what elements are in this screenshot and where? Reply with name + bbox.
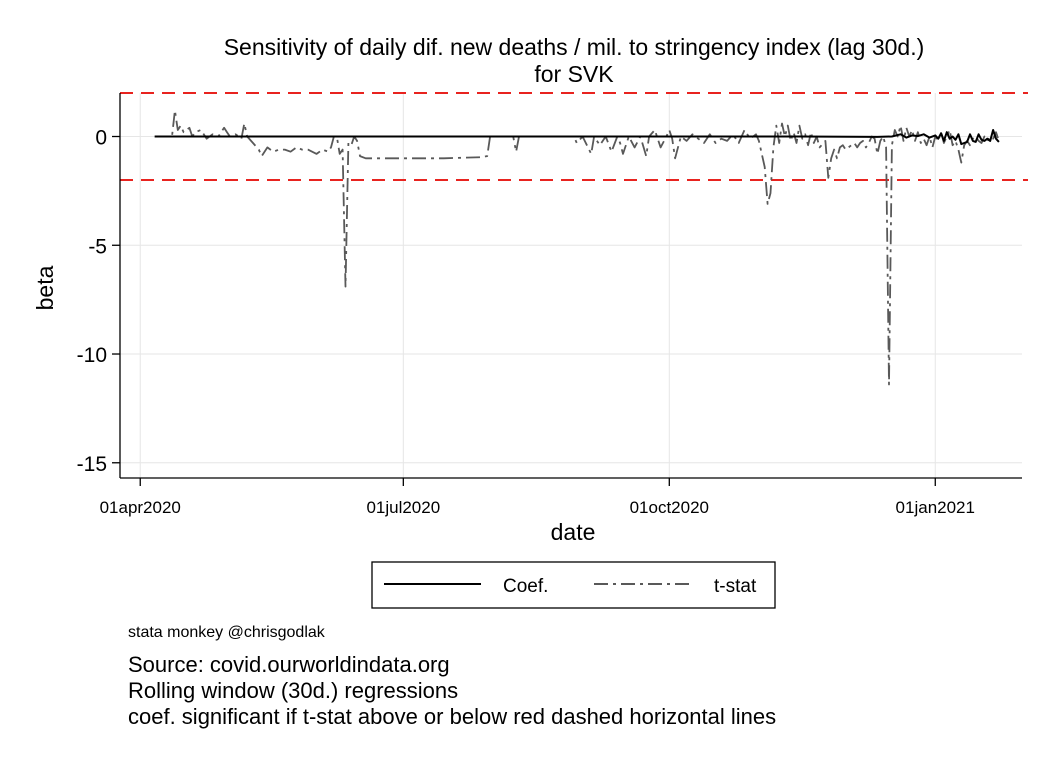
x-tick-label: 01jul2020: [366, 498, 440, 517]
x-tick-label: 01apr2020: [100, 498, 181, 517]
legend-label-tstat: t-stat: [714, 576, 757, 597]
method-note: Rolling window (30d.) regressions: [128, 678, 459, 703]
significance-lines: [120, 92, 1028, 182]
chart-subtitle: for SVK: [534, 61, 614, 87]
x-axis-label: date: [551, 519, 596, 545]
tstat-line: [154, 109, 1000, 386]
series-lines: [154, 109, 1000, 386]
y-axis-ticks: 0 -5 -10 -15: [77, 127, 120, 476]
x-axis-ticks: 01apr2020 01jul2020 01oct2020 01jan2021: [100, 478, 975, 517]
significance-note: coef. significant if t-stat above or bel…: [128, 704, 777, 729]
y-tick-label: -15: [77, 453, 107, 476]
credit-note: stata monkey @chrisgodlak: [128, 624, 325, 641]
chart-notes: stata monkey @chrisgodlak Source: covid.…: [128, 622, 776, 730]
chart: Sensitivity of daily dif. new deaths / m…: [32, 34, 1028, 609]
chart-title: Sensitivity of daily dif. new deaths / m…: [224, 34, 925, 60]
source-note: Source: covid.ourworldindata.org: [128, 652, 450, 677]
x-tick-label: 01jan2021: [896, 498, 975, 517]
x-tick-label: 01oct2020: [630, 498, 709, 517]
y-tick-label: 0: [95, 127, 107, 150]
y-tick-label: -10: [77, 344, 107, 367]
y-tick-label: -5: [88, 235, 107, 258]
y-axis-label: beta: [32, 265, 58, 310]
legend: Coef. t-stat: [371, 561, 776, 609]
coef-line: [154, 129, 1000, 146]
legend-label-coef: Coef.: [503, 576, 548, 597]
